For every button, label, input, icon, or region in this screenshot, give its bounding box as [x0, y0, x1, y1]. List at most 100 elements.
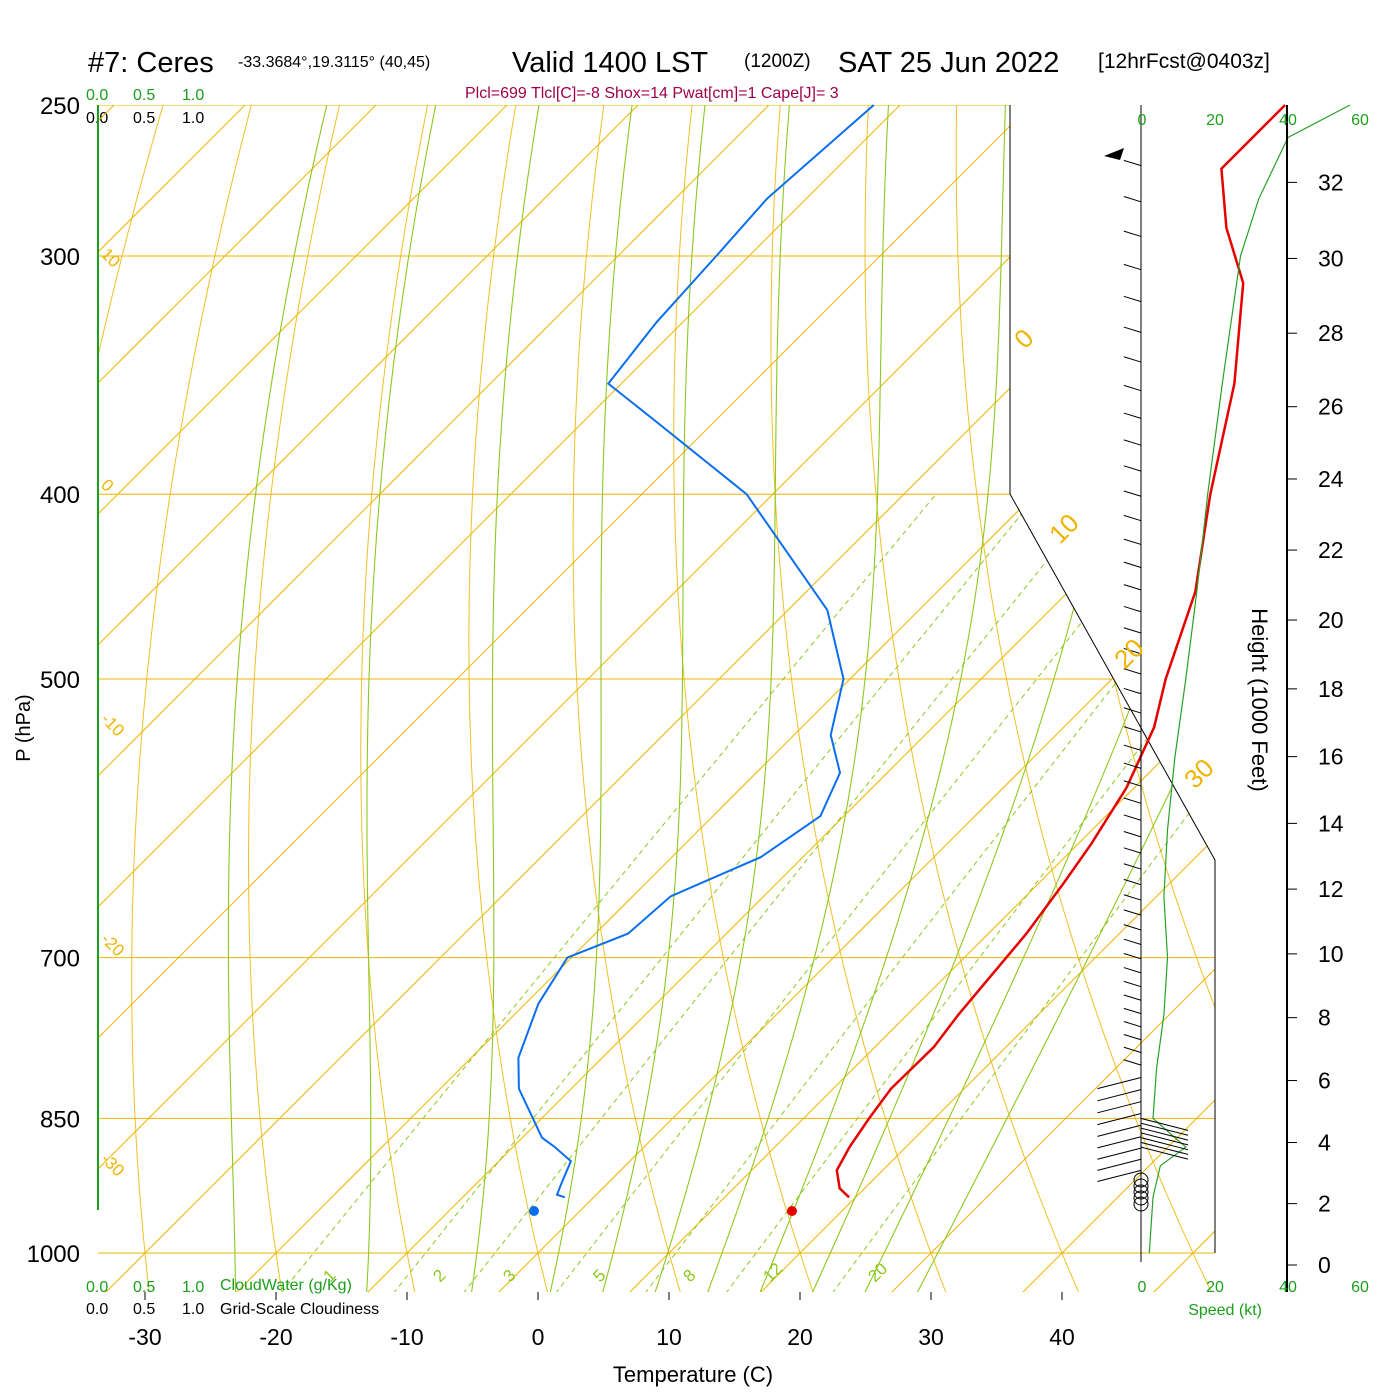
wind-barb [1123, 938, 1142, 945]
moist-adiabat-line [863, 105, 1215, 1292]
speed-scale-top: 0 20 40 60 [1138, 112, 1369, 129]
cloud-tick: 1.0 [182, 87, 204, 104]
cloud-tick: 0.5 [133, 1301, 155, 1318]
height-tick-label: 2 [1318, 1191, 1331, 1217]
utc-time: (1200Z) [744, 51, 811, 72]
mixing-ratio-label: 8 [679, 1266, 699, 1286]
isotherm-line [98, 105, 1066, 1292]
forecast-info: [12hrFcst@0403z] [1098, 50, 1270, 73]
cloud-tick: 1.0 [182, 1301, 204, 1318]
wind-barb [1123, 687, 1142, 695]
moist-adiabat-line [227, 105, 336, 1292]
isotherm-label: 0 [97, 475, 117, 495]
temperature-tick-label: 20 [787, 1324, 813, 1350]
isotherm-line [497, 105, 1215, 1292]
isotherm-line [98, 105, 1197, 1292]
cloudwater-scale-bottom: 0.0 0.5 1.0 CloudWater (g/Kg) [86, 1277, 352, 1296]
mixing-ratio-line [831, 493, 1215, 1292]
pressure-axis-label: P (hPa) [13, 694, 35, 761]
dry-adiabat-line [770, 105, 947, 1292]
mixing-ratio-label: 3 [499, 1266, 519, 1286]
isotherm-label-right: 20 [1108, 633, 1150, 675]
speed-tick: 40 [1279, 1279, 1297, 1296]
wind-barb [1140, 1141, 1189, 1155]
height-tick-label: 20 [1318, 607, 1344, 633]
moist-adiabat-line [916, 105, 1215, 1292]
wind-barb [1097, 1089, 1142, 1102]
plot-boundary [1009, 105, 1216, 1253]
height-tick-label: 24 [1318, 466, 1344, 492]
wind-barb [1123, 627, 1142, 634]
speed-tick: 20 [1206, 1279, 1224, 1296]
temperature-tick-label: -20 [259, 1324, 292, 1350]
height-tick-label: 0 [1318, 1252, 1331, 1278]
dry-adiabat-line [98, 105, 174, 1292]
wind-barb [1123, 384, 1142, 392]
valid-date: SAT 25 Jun 2022 [838, 47, 1059, 79]
isotherm-label: -20 [97, 929, 128, 960]
cloud-tick: 1.0 [182, 1279, 204, 1296]
sounding-profiles [517, 104, 1351, 1254]
wind-barb [1123, 847, 1142, 854]
wind-barb [1123, 356, 1142, 363]
dry-adiabat-line [572, 105, 682, 1292]
isotherm-line [0, 71, 17, 1293]
surface-temperature-marker [787, 1206, 797, 1216]
wind-barb [1123, 514, 1142, 522]
wind-barb [1140, 1146, 1189, 1160]
surface-dewpoint-marker [529, 1206, 539, 1216]
dewpoint-line [517, 104, 875, 1199]
wind-flag [1104, 148, 1124, 160]
calm-circle [1133, 1184, 1149, 1200]
speed-tick: 60 [1351, 112, 1369, 129]
dry-adiabat-line [1044, 105, 1215, 1292]
wind-barb [1140, 1122, 1189, 1136]
wind-barb [1123, 909, 1142, 916]
wind-barb [1123, 967, 1142, 974]
valid-time: Valid 1400 LST [512, 47, 708, 79]
speed-tick: 0 [1138, 112, 1147, 129]
wind-barbs [1097, 148, 1189, 1182]
wind-barb [1097, 1158, 1142, 1171]
wind-barb [1097, 1113, 1142, 1126]
isotherm-line [890, 105, 1215, 1292]
isotherm-line [104, 105, 1215, 1292]
moist-adiabat-line [549, 105, 638, 1292]
cloud-tick: 1.0 [182, 110, 204, 127]
moist-adiabat-line [706, 105, 892, 1292]
wind-speed-line [1148, 104, 1351, 1254]
dry-adiabat-line [864, 105, 1080, 1292]
wind-barb [1123, 439, 1142, 446]
wind-barb [1123, 465, 1142, 472]
height-tick-label: 32 [1318, 169, 1344, 195]
isotherm-line [759, 105, 1215, 1292]
height-tick-label: 18 [1318, 676, 1344, 702]
wind-barb [1123, 863, 1142, 870]
dry-adiabat-line [1393, 71, 1400, 1293]
pressure-tick-label: 250 [40, 93, 80, 120]
height-tick-label: 26 [1318, 394, 1344, 420]
cloudiness-scale-bottom: 0.0 0.5 1.0 Grid-Scale Cloudiness [86, 1301, 379, 1318]
calm-wind-circles [1133, 1172, 1149, 1212]
temperature-tick-label: 0 [532, 1324, 545, 1350]
pressure-tick-label: 300 [40, 244, 80, 271]
isotherm-line [98, 105, 542, 1292]
mixing-ratio-line [393, 493, 1039, 1292]
isotherm-label-right: 30 [1178, 753, 1220, 795]
moist-adiabat-line [654, 105, 793, 1292]
wind-barb [1123, 797, 1142, 804]
wind-barb [1123, 1059, 1142, 1066]
wind-barb [1097, 1076, 1142, 1090]
wind-barb [1123, 412, 1142, 419]
cloudiness-label: Grid-Scale Cloudiness [220, 1301, 379, 1318]
wind-barb [1140, 1117, 1189, 1131]
pressure-tick-label: 400 [40, 482, 80, 509]
speed-tick: 60 [1351, 1279, 1369, 1296]
wind-barb [1123, 707, 1142, 714]
temperature-line [835, 104, 1286, 1199]
wind-barb [1140, 1137, 1189, 1151]
calm-circle [1133, 1196, 1149, 1212]
dry-adiabat-line [248, 105, 348, 1292]
dry-adiabat-line [1219, 71, 1400, 1293]
